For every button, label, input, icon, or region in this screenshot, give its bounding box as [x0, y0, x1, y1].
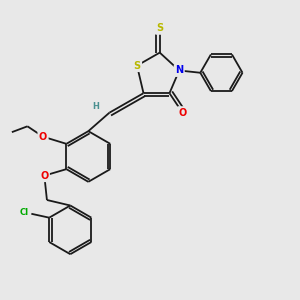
Text: S: S	[134, 61, 141, 70]
Text: N: N	[175, 65, 183, 76]
Text: O: O	[178, 108, 187, 118]
Text: H: H	[92, 102, 99, 111]
Text: O: O	[40, 171, 49, 181]
Text: O: O	[39, 132, 47, 142]
Text: S: S	[156, 23, 163, 33]
Text: Cl: Cl	[20, 208, 29, 217]
